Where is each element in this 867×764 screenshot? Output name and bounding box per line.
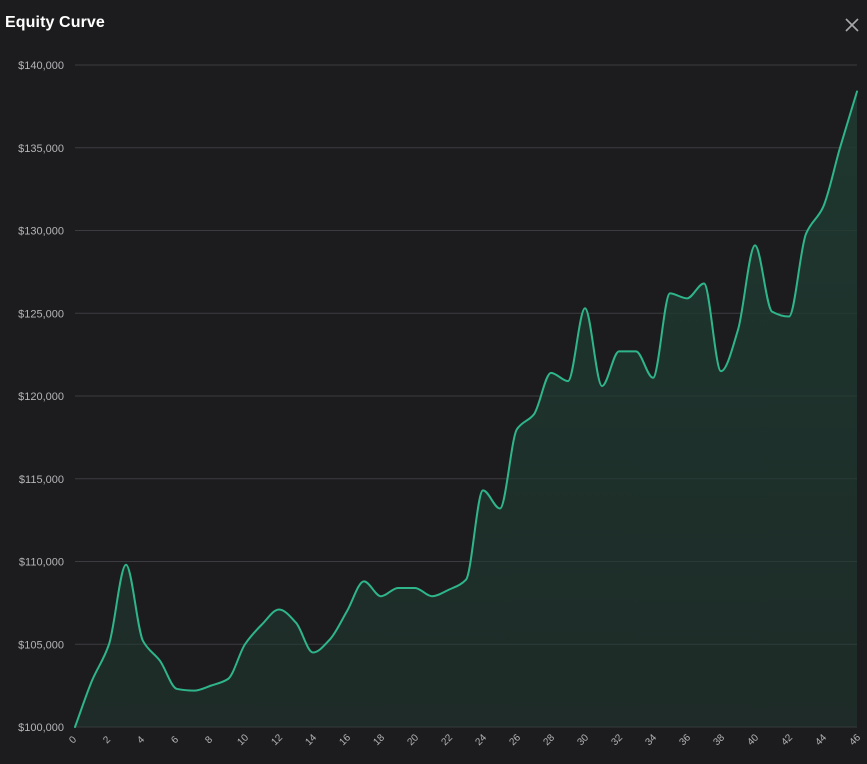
data-point — [787, 315, 791, 319]
data-point — [447, 588, 451, 592]
data-point — [260, 622, 264, 626]
y-tick-label: $125,000 — [18, 308, 64, 320]
x-tick-label: 44 — [813, 732, 829, 748]
data-point — [617, 349, 621, 353]
data-point — [396, 586, 400, 590]
chart-title: Equity Curve — [5, 14, 105, 31]
data-point — [702, 281, 706, 285]
x-tick-label: 18 — [371, 732, 387, 748]
data-point — [277, 607, 281, 611]
x-tick-label: 14 — [303, 732, 319, 748]
data-point — [719, 369, 723, 373]
data-point — [464, 578, 468, 582]
y-tick-label: $110,000 — [19, 557, 64, 569]
data-point — [379, 594, 383, 598]
x-tick-label: 40 — [745, 732, 761, 748]
y-tick-label: $100,000 — [18, 722, 64, 734]
data-point — [532, 412, 536, 416]
data-point — [124, 563, 128, 567]
data-point — [515, 427, 519, 431]
data-point — [753, 243, 757, 247]
data-point — [243, 642, 247, 646]
data-point — [158, 659, 162, 663]
close-button[interactable] — [841, 14, 863, 36]
x-tick-label: 30 — [575, 732, 591, 748]
x-tick-label: 46 — [847, 732, 863, 748]
x-tick-label: 42 — [779, 732, 795, 748]
equity-area-fill — [75, 91, 857, 728]
data-point — [634, 349, 638, 353]
y-tick-label: $140,000 — [18, 60, 64, 72]
data-point — [481, 488, 485, 492]
data-point — [838, 146, 842, 150]
data-point — [311, 651, 315, 655]
data-point — [549, 371, 553, 375]
x-tick-label: 34 — [643, 732, 659, 748]
data-point — [566, 379, 570, 383]
data-point — [498, 507, 502, 511]
data-point — [73, 725, 77, 729]
data-point — [413, 586, 417, 590]
y-tick-label: $120,000 — [18, 391, 64, 403]
y-tick-label: $130,000 — [18, 226, 64, 238]
data-point — [685, 296, 689, 300]
data-point — [294, 621, 298, 625]
data-point — [736, 328, 740, 332]
data-point — [600, 384, 604, 388]
data-point — [855, 89, 859, 93]
x-tick-label: 0 — [67, 734, 79, 746]
data-point — [362, 579, 366, 583]
x-tick-label: 26 — [507, 732, 523, 748]
data-point — [175, 687, 179, 691]
data-point — [90, 679, 94, 683]
x-tick-label: 36 — [677, 732, 693, 748]
x-tick-label: 4 — [135, 734, 147, 746]
x-tick-label: 32 — [609, 732, 625, 748]
x-tick-label: 24 — [473, 732, 489, 748]
data-point — [821, 205, 825, 209]
y-tick-label: $115,000 — [19, 474, 64, 486]
data-point — [651, 376, 655, 380]
x-tick-label: 20 — [405, 732, 421, 748]
data-point — [107, 642, 111, 646]
data-point — [141, 639, 145, 643]
x-tick-label: 28 — [541, 732, 557, 748]
y-tick-label: $105,000 — [18, 639, 64, 651]
data-point — [804, 232, 808, 236]
data-point — [345, 609, 349, 613]
x-tick-label: 16 — [337, 732, 353, 748]
data-point — [770, 310, 774, 314]
x-tick-label: 2 — [101, 734, 113, 746]
data-point — [328, 637, 332, 641]
data-point — [668, 291, 672, 295]
y-tick-label: $135,000 — [18, 143, 64, 155]
data-point — [192, 689, 196, 693]
x-tick-label: 10 — [235, 732, 251, 748]
data-point — [209, 684, 213, 688]
equity-series-line — [74, 90, 858, 728]
data-point — [430, 594, 434, 598]
x-tick-label: 38 — [711, 732, 727, 748]
x-tick-label: 12 — [269, 732, 285, 748]
x-tick-label: 22 — [439, 732, 455, 748]
x-tick-label: 8 — [203, 734, 215, 746]
data-point — [583, 306, 587, 310]
data-point — [226, 677, 230, 681]
x-tick-label: 6 — [169, 734, 181, 746]
close-icon — [845, 18, 859, 32]
